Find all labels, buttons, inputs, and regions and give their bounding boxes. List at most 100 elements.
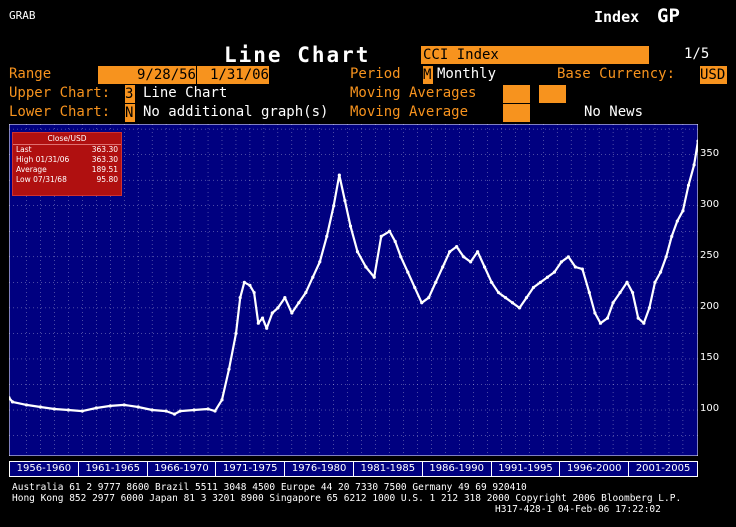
data-point bbox=[290, 311, 294, 315]
moving-average-2-field[interactable] bbox=[539, 85, 566, 103]
upper-chart-code-field[interactable]: 3 bbox=[125, 85, 135, 103]
no-news-label: No News bbox=[584, 104, 644, 120]
data-point bbox=[399, 255, 403, 259]
data-point bbox=[355, 250, 360, 254]
data-point bbox=[122, 403, 126, 407]
period-button[interactable]: 2001-2005 bbox=[629, 461, 698, 477]
lower-chart-value: No additional graph(s) bbox=[143, 104, 329, 120]
y-tick-label: 250 bbox=[700, 249, 720, 261]
data-point bbox=[427, 296, 431, 300]
data-point bbox=[580, 267, 584, 271]
data-point bbox=[108, 404, 112, 408]
period-button[interactable]: 1996-2000 bbox=[560, 461, 630, 477]
data-point bbox=[631, 290, 635, 295]
stats-label: Low 07/31/68 bbox=[16, 175, 67, 184]
period-button[interactable]: 1971-1975 bbox=[216, 461, 286, 477]
stats-row: Low 07/31/68 95.80 bbox=[13, 175, 121, 185]
data-point bbox=[297, 301, 301, 305]
data-point bbox=[372, 275, 376, 279]
data-point bbox=[343, 199, 347, 203]
data-point bbox=[545, 275, 550, 279]
range-end-field[interactable]: 1/31/06 bbox=[197, 66, 269, 84]
lower-chart-code-field[interactable]: N bbox=[125, 104, 135, 122]
range-start-field[interactable]: 9/28/56 bbox=[98, 66, 196, 84]
data-point bbox=[455, 244, 459, 249]
data-point bbox=[696, 139, 698, 143]
data-point bbox=[510, 301, 515, 305]
data-point bbox=[178, 409, 182, 413]
data-point bbox=[227, 367, 231, 371]
period-button[interactable]: 1961-1965 bbox=[78, 461, 148, 477]
data-point bbox=[164, 409, 168, 413]
base-currency-label: Base Currency: bbox=[557, 66, 676, 82]
period-value: Monthly bbox=[437, 66, 497, 82]
period-bar: 1956-1960 1961-1965 1966-1970 1971-1975 … bbox=[9, 461, 698, 477]
period-button[interactable]: 1986-1990 bbox=[422, 461, 492, 477]
stats-label: Average bbox=[16, 165, 47, 174]
footer-line-1: Australia 61 2 9777 8600 Brazil 5511 304… bbox=[12, 482, 527, 493]
y-tick-label: 350 bbox=[700, 147, 720, 159]
moving-averages-label: Moving Averages bbox=[350, 85, 477, 101]
data-point bbox=[653, 280, 657, 284]
data-point bbox=[52, 407, 56, 411]
data-point bbox=[393, 239, 397, 244]
period-button[interactable]: 1981-1985 bbox=[353, 461, 423, 477]
period-button[interactable]: 1976-1980 bbox=[285, 461, 354, 477]
period-button[interactable]: 1966-1970 bbox=[147, 461, 217, 477]
data-point bbox=[441, 265, 445, 269]
data-point bbox=[420, 301, 424, 305]
data-point bbox=[9, 396, 11, 400]
stats-row: Last 363.30 bbox=[13, 145, 121, 155]
moving-average-lower-field[interactable] bbox=[503, 104, 530, 122]
data-point bbox=[434, 280, 438, 284]
data-point bbox=[220, 398, 224, 402]
data-point bbox=[325, 234, 329, 238]
data-point bbox=[538, 280, 543, 284]
data-point bbox=[136, 405, 140, 409]
data-point bbox=[681, 209, 685, 213]
ticker-field[interactable]: CCI Index bbox=[421, 46, 649, 64]
period-button[interactable]: 1956-1960 bbox=[9, 461, 79, 477]
footer-line-3: H317-428-1 04-Feb-06 17:22:02 bbox=[495, 504, 661, 515]
data-point bbox=[332, 204, 336, 208]
data-point bbox=[206, 407, 210, 411]
data-point bbox=[80, 409, 84, 413]
page-title: Line Chart bbox=[224, 43, 371, 67]
data-point bbox=[213, 409, 217, 413]
data-point bbox=[475, 250, 480, 254]
range-label: Range bbox=[9, 66, 52, 82]
data-point bbox=[552, 270, 557, 274]
y-tick-label: 200 bbox=[700, 300, 720, 312]
stats-label: Last bbox=[16, 145, 32, 154]
period-button[interactable]: 1991-1995 bbox=[491, 461, 561, 477]
base-currency-field[interactable]: USD bbox=[700, 66, 727, 84]
data-point bbox=[94, 406, 98, 410]
upper-chart-label: Upper Chart: bbox=[9, 85, 111, 101]
stats-value: 189.51 bbox=[91, 165, 118, 174]
data-point bbox=[605, 316, 610, 320]
plot-background bbox=[9, 124, 698, 456]
data-point bbox=[496, 290, 501, 295]
data-point bbox=[406, 270, 410, 274]
stats-value: 363.30 bbox=[91, 155, 118, 164]
data-point bbox=[24, 403, 29, 407]
data-point bbox=[598, 321, 603, 325]
data-point bbox=[388, 229, 392, 233]
moving-average-1-field[interactable] bbox=[503, 85, 530, 103]
upper-chart-value: Line Chart bbox=[143, 85, 228, 101]
chart-panel bbox=[9, 124, 698, 456]
data-point bbox=[482, 265, 487, 269]
data-point bbox=[10, 400, 15, 404]
data-point bbox=[593, 311, 597, 315]
data-point bbox=[413, 285, 417, 290]
data-point bbox=[692, 163, 696, 167]
page-number: 1/5 bbox=[684, 46, 710, 62]
period-label: Period bbox=[350, 66, 401, 82]
data-point bbox=[675, 219, 679, 223]
data-point bbox=[524, 296, 529, 300]
period-code-field[interactable]: M bbox=[423, 66, 433, 84]
data-point bbox=[276, 306, 280, 310]
moving-average-label: Moving Average bbox=[350, 104, 469, 120]
data-point bbox=[489, 280, 494, 284]
stats-title: Close/USD bbox=[13, 133, 121, 145]
